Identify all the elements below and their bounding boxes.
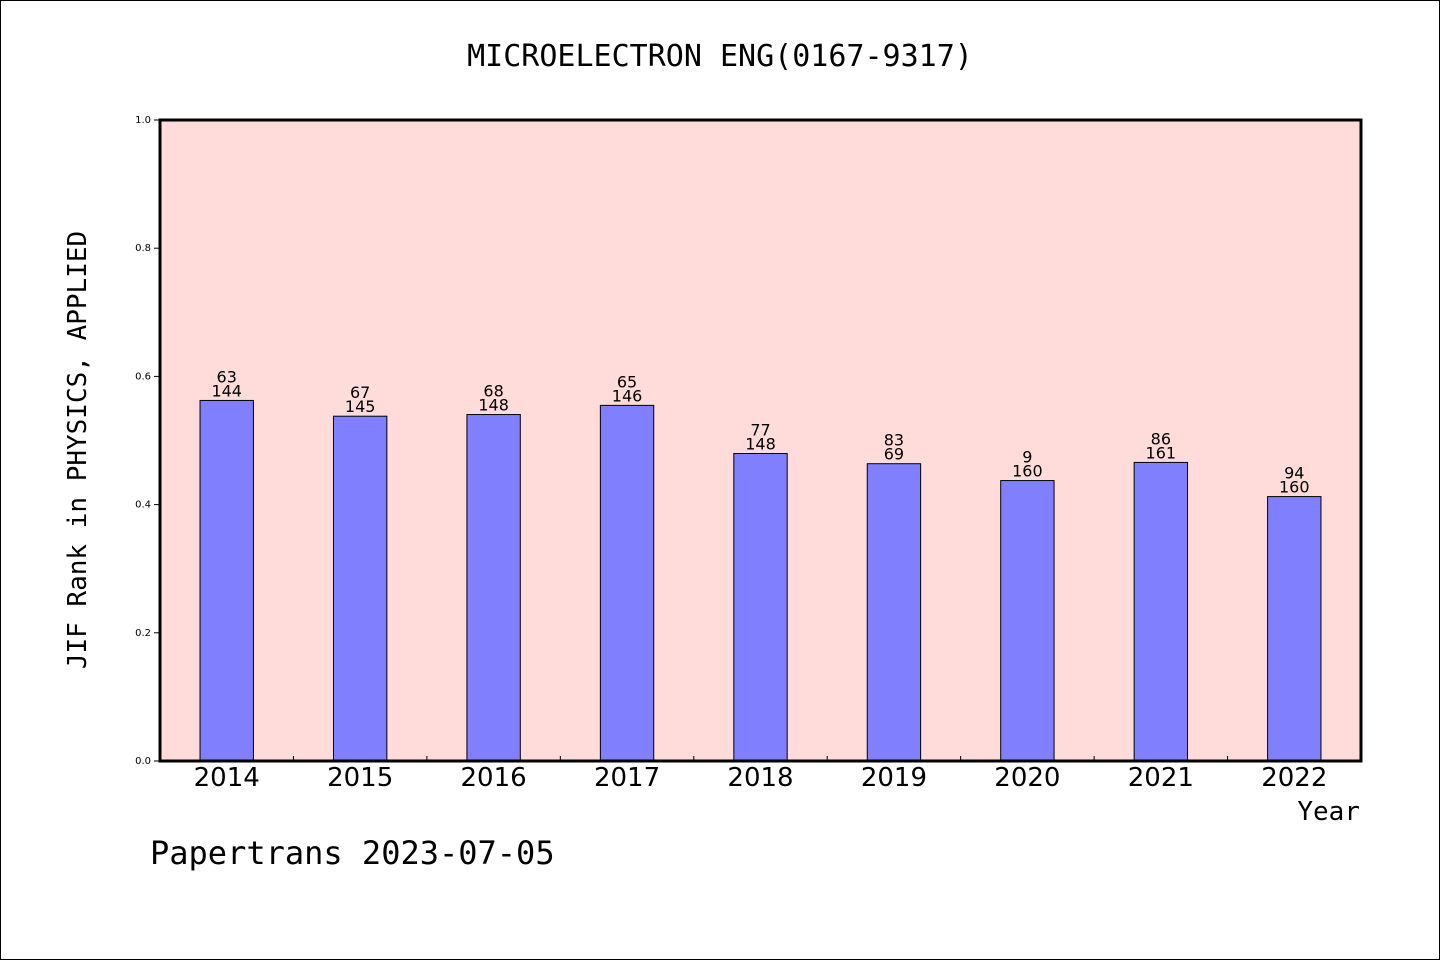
x-axis-label: Year — [1297, 797, 1360, 827]
y-axis-label: JIF Rank in PHYSICS, APPLIED — [63, 231, 93, 669]
rank-label-2019: 83 — [884, 431, 904, 450]
x-tick-label-2019: 2019 — [861, 763, 927, 793]
rank-label-2020: 9 — [1022, 448, 1032, 467]
rank-label-2022: 94 — [1284, 464, 1304, 483]
bar-2015 — [332, 415, 388, 762]
x-tick-label-2014: 2014 — [194, 763, 260, 793]
total-label-2017: 146 — [612, 386, 643, 405]
bar-2014 — [199, 399, 254, 762]
y-tick-label-1.0: 1.0 — [135, 115, 151, 126]
x-tick-label-2021: 2021 — [1128, 763, 1194, 793]
x-tick-label-2020: 2020 — [994, 763, 1060, 793]
rank-label-2018: 77 — [750, 421, 770, 440]
bar-2017 — [599, 404, 655, 762]
total-label-2016: 148 — [478, 396, 509, 415]
rank-label-2015: 67 — [350, 383, 370, 402]
x-tick-label-2022: 2022 — [1261, 763, 1327, 793]
rank-label-2017: 65 — [617, 372, 637, 391]
total-label-2022: 160 — [1279, 478, 1310, 497]
bars-group — [199, 399, 1322, 762]
total-label-2020: 160 — [1012, 462, 1043, 481]
plot-border — [158, 118, 1363, 763]
x-axis-ticks: 2014 2015 2016 2017 2018 2019 2020 2021 2022 — [194, 756, 1327, 793]
bar-2020 — [1000, 480, 1055, 762]
rank-label-2016: 68 — [483, 382, 503, 401]
bar-2022 — [1267, 496, 1322, 762]
x-tick-label-2015: 2015 — [327, 763, 393, 793]
total-label-2014: 144 — [211, 381, 242, 400]
rank-label-2014: 63 — [217, 367, 237, 386]
total-label-2015: 145 — [345, 397, 376, 416]
x-tick-label-2016: 2016 — [461, 763, 527, 793]
bar-2019 — [866, 463, 922, 762]
bar-2018 — [733, 453, 788, 762]
total-label-2018: 148 — [745, 435, 776, 454]
x-tick-label-2018: 2018 — [727, 763, 793, 793]
x-tick-label-2017: 2017 — [594, 763, 660, 793]
bar-2016 — [466, 414, 521, 762]
y-tick-label-0.0: 0.0 — [135, 756, 151, 767]
total-label-2019: 69 — [884, 445, 904, 464]
rank-label-2021: 86 — [1151, 429, 1171, 448]
y-tick-label-0.4: 0.4 — [135, 500, 151, 511]
y-axis-ticks: 0.0 0.2 0.4 0.6 0.8 1.0 — [135, 115, 160, 767]
bar-2021 — [1133, 461, 1189, 762]
y-tick-label-0.8: 0.8 — [135, 243, 151, 254]
y-tick-label-0.6: 0.6 — [135, 371, 151, 382]
footer-watermark: Papertrans 2023-07-05 — [150, 834, 555, 872]
y-tick-label-0.2: 0.2 — [135, 628, 151, 639]
chart-title: MICROELECTRON ENG(0167-9317) — [467, 39, 973, 74]
total-label-2021: 161 — [1146, 443, 1177, 462]
